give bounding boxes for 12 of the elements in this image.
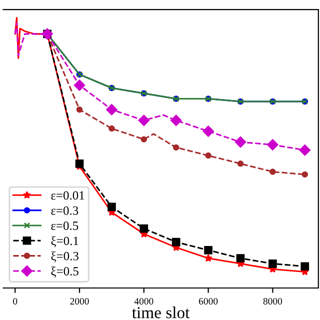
- x-tick-label: 4000: [134, 298, 154, 305]
- legend-label: ξ=0.3: [51, 251, 78, 262]
- x-axis-title: time slot: [132, 306, 190, 318]
- x-tick-label: 0: [13, 298, 18, 305]
- legend-label: ε=0.01: [51, 191, 84, 200]
- legend-label: ε=0.5: [51, 222, 78, 230]
- legend-label: ξ=0.5: [51, 266, 78, 278]
- x-tick-label: 6000: [198, 298, 218, 305]
- x-tick-label: 2000: [70, 298, 89, 305]
- legend-label: ε=0.3: [51, 206, 78, 215]
- x-tick-label: 8000: [263, 298, 282, 305]
- legend-label: ξ=0.1: [51, 236, 78, 248]
